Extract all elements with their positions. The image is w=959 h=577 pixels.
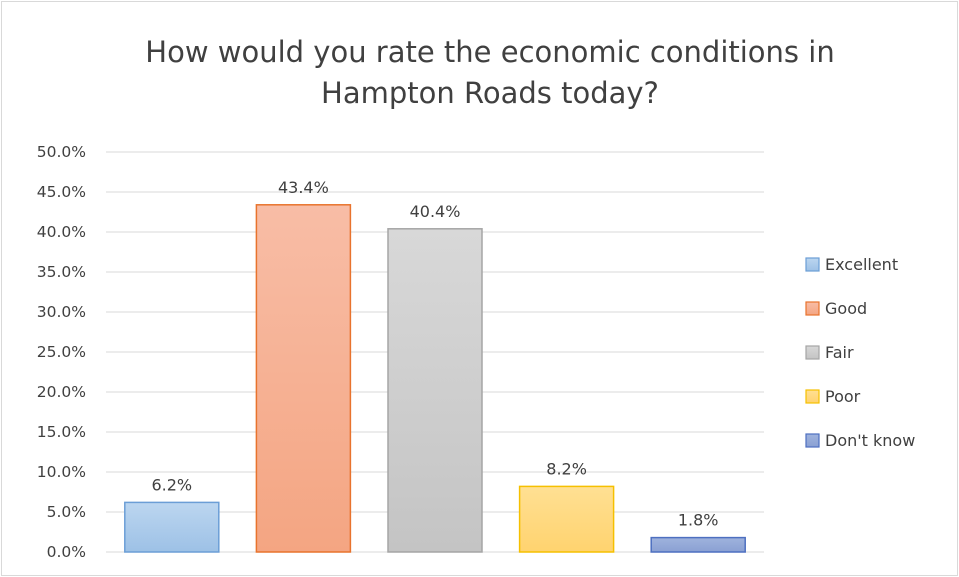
data-label-don-t-know: 1.8%: [678, 511, 719, 530]
legend-label-good: Good: [825, 299, 867, 318]
bar-fair: [387, 228, 483, 553]
y-tick-label: 40.0%: [37, 223, 86, 241]
y-tick-label: 10.0%: [37, 463, 86, 481]
data-label-fair: 40.4%: [410, 202, 461, 221]
legend-label-don-t-know: Don't know: [825, 431, 915, 450]
bar-good: [255, 204, 352, 553]
y-tick-label: 20.0%: [37, 383, 86, 401]
y-tick-label: 5.0%: [47, 503, 86, 521]
legend-swatch-excellent: [805, 257, 820, 272]
bar-don-t-know: [650, 536, 746, 553]
y-tick-label: 25.0%: [37, 343, 86, 361]
legend-swatch-fair: [805, 345, 820, 360]
data-label-excellent: 6.2%: [151, 475, 192, 494]
y-tick-label: 0.0%: [47, 543, 86, 561]
y-tick-label: 15.0%: [37, 423, 86, 441]
bars: [124, 204, 746, 553]
legend: Excellent Good Fair Poor Don't know: [805, 255, 915, 450]
data-labels: 6.2% 43.4% 40.4% 8.2% 1.8%: [151, 178, 718, 530]
legend-label-excellent: Excellent: [825, 255, 898, 274]
y-tick-label: 35.0%: [37, 263, 86, 281]
y-tick-label: 45.0%: [37, 183, 86, 201]
bar-poor: [518, 485, 615, 553]
y-tick-label: 30.0%: [37, 303, 86, 321]
y-axis-tick-labels: 0.0% 5.0% 10.0% 15.0% 20.0% 25.0% 30.0% 35.0% 40…: [37, 143, 86, 561]
data-label-good: 43.4%: [278, 178, 329, 197]
legend-swatch-good: [805, 301, 820, 316]
legend-label-fair: Fair: [825, 343, 854, 362]
legend-label-poor: Poor: [825, 387, 861, 406]
chart-title-line-2: Hampton Roads today?: [321, 76, 659, 110]
y-tick-label: 50.0%: [37, 143, 86, 161]
legend-swatch-poor: [805, 389, 820, 404]
chart-title-line-1: How would you rate the economic conditio…: [145, 35, 834, 69]
data-label-poor: 8.2%: [546, 459, 587, 478]
bar-excellent: [124, 501, 220, 553]
legend-swatch-don-t-know: [805, 433, 820, 448]
